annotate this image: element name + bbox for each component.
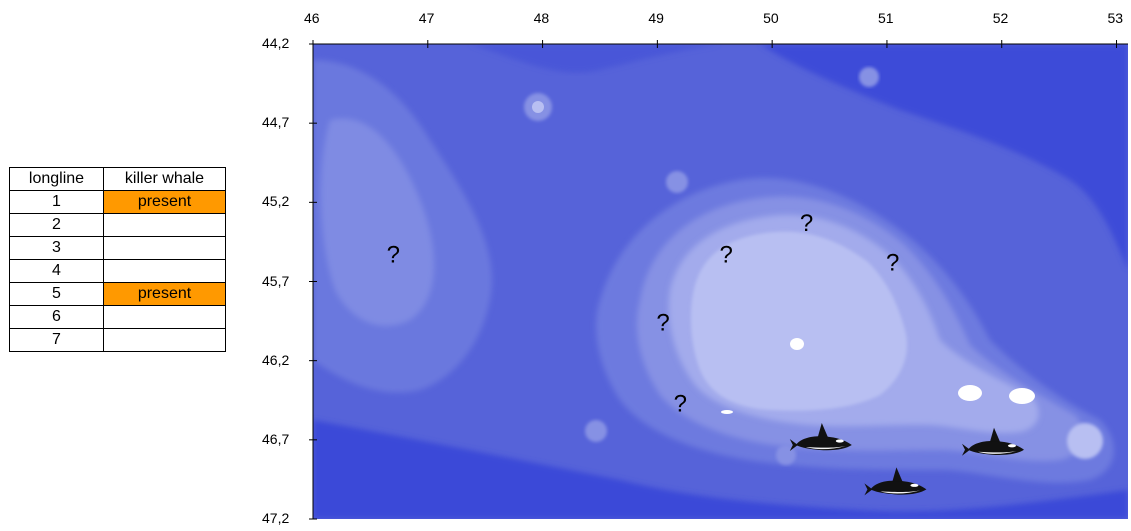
whale-fin [892, 467, 903, 482]
island [721, 410, 733, 414]
y-tick-label: 45,2 [262, 193, 290, 210]
table-row: 4 [9, 259, 226, 283]
y-tick-label: 46,2 [262, 351, 290, 368]
killer-whale-cell: present [103, 282, 226, 306]
whale-eyepatch [910, 483, 919, 487]
table-row: 2 [9, 213, 226, 237]
bathymetry-layers [313, 44, 1128, 519]
seamount [585, 420, 607, 442]
y-tick-label: 46,7 [262, 430, 290, 447]
x-tick-label: 51 [877, 10, 894, 26]
deep-region-north [470, 44, 720, 73]
deep-region-south [313, 420, 1128, 519]
longline-cell: 3 [9, 236, 104, 260]
seamount [1067, 423, 1103, 459]
killer-whale-cell: present [103, 190, 226, 214]
table-row: 7 [9, 328, 226, 352]
header-longline: longline [9, 167, 104, 191]
seamount-peak [532, 101, 544, 113]
whale-eyepatch [1007, 444, 1016, 448]
question-mark: ? [800, 210, 813, 237]
killer-whale-icon [864, 467, 927, 496]
x-tick-label: 52 [992, 10, 1009, 26]
seamount [859, 67, 879, 87]
question-mark: ? [886, 249, 899, 276]
y-tick-marks [309, 43, 317, 520]
question-mark: ? [656, 310, 669, 337]
longline-cell: 4 [9, 259, 104, 283]
x-tick-label: 48 [533, 10, 550, 26]
deep-region-northeast [760, 44, 1128, 270]
whale-belly [977, 450, 1018, 454]
island [958, 385, 982, 401]
whale-tail [961, 443, 970, 456]
whale-tail [864, 483, 873, 496]
x-tick-label: 53 [1107, 10, 1124, 26]
header-killer-whale: killer whale [103, 167, 226, 191]
question-mark: ? [674, 390, 687, 417]
island [1009, 388, 1035, 404]
longline-cell: 2 [9, 213, 104, 237]
seamount [666, 171, 688, 193]
y-tick-label: 47,2 [262, 510, 290, 526]
question-mark: ? [387, 242, 400, 269]
table-row: 1 present [9, 190, 226, 214]
x-tick-label: 47 [418, 10, 435, 26]
table-row: 5 present [9, 282, 226, 306]
whale-fin [817, 423, 828, 437]
x-tick-label: 50 [763, 10, 779, 26]
whale-fin [989, 427, 1000, 442]
whale-belly [880, 490, 921, 494]
whale-tail [789, 439, 798, 451]
y-tick-label: 45,7 [262, 272, 290, 289]
west-rise-inner [320, 118, 434, 326]
table-row: 6 [9, 305, 226, 329]
y-tick-label: 44,7 [262, 114, 290, 131]
x-tick-label: 46 [304, 10, 320, 26]
question-mark: ? [720, 242, 733, 269]
x-tick-label: 49 [648, 10, 664, 26]
killer-whale-icon [789, 423, 852, 451]
plateau-top [690, 231, 908, 411]
killer-whale-cell [103, 213, 226, 237]
longline-table: longline killer whale 1 present 2 3 4 5 … [9, 167, 226, 352]
island [790, 338, 804, 350]
y-tick-label: 44,2 [262, 35, 290, 51]
longline-cell: 7 [9, 328, 104, 352]
whale-eyepatch [835, 439, 844, 443]
whale-belly [805, 446, 846, 450]
killer-whale-cell [103, 328, 226, 352]
table-header-row: longline killer whale [9, 167, 226, 191]
map-markers: ?????? [387, 210, 1024, 496]
killer-whale-icon [961, 427, 1024, 456]
